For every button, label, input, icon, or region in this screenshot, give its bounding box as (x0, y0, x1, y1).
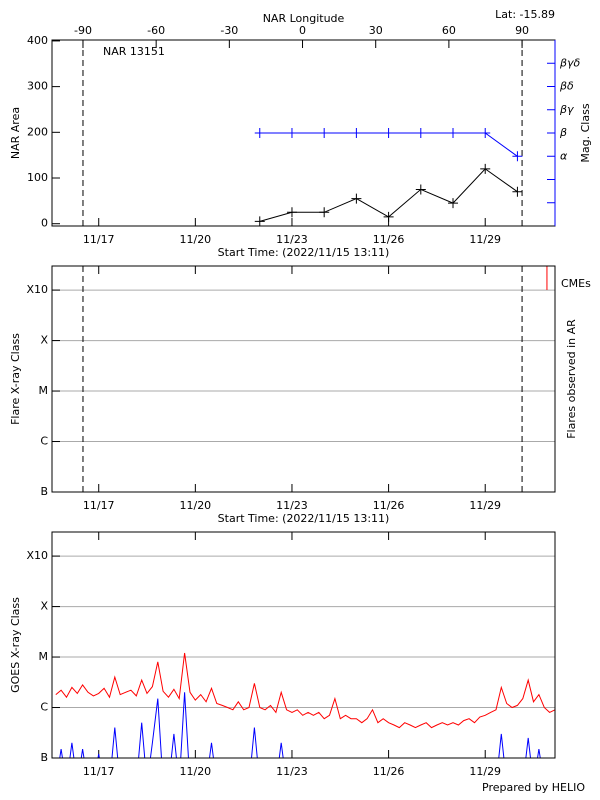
point-marker (512, 151, 523, 162)
series-line (55, 652, 555, 729)
x-label: Start Time: (2022/11/15 13:11) (218, 246, 390, 259)
x-tick-label: 11/20 (179, 499, 211, 512)
y2-tick-label: βδ (559, 80, 574, 93)
y-tick-label: C (40, 435, 48, 448)
point-marker (351, 128, 362, 138)
x2-tick-label: 90 (515, 24, 529, 37)
x2-tick-label: 30 (369, 24, 383, 37)
y-tick-label: 400 (27, 34, 48, 47)
x-tick-label: 11/29 (469, 499, 501, 512)
y-tick-label: B (40, 751, 48, 764)
series-line (59, 692, 541, 758)
y-tick-label: M (39, 650, 49, 663)
x-tick-label: 11/17 (83, 499, 115, 512)
y2-tick-label: β (559, 126, 567, 139)
x-tick-label: 11/26 (373, 765, 405, 778)
point-marker (254, 216, 265, 227)
x-label: Start Time: (2022/11/15 13:11) (218, 512, 390, 525)
x-tick-label: 11/20 (179, 233, 211, 246)
footer: Prepared by HELIO (482, 781, 585, 794)
point-marker (351, 193, 362, 204)
y-label: GOES X-ray Class (9, 597, 22, 693)
x2-tick-label: -60 (147, 24, 165, 37)
y-tick-label: 100 (27, 171, 48, 184)
x-tick-label: 11/23 (276, 765, 308, 778)
x2-tick-label: -90 (74, 24, 92, 37)
y2-tick-label: βγ (559, 103, 574, 116)
y-tick-label: 300 (27, 80, 48, 93)
point-marker (448, 128, 459, 138)
point-marker (286, 207, 297, 218)
x-tick-label: 11/23 (276, 499, 308, 512)
point-marker (383, 128, 394, 138)
x-tick-label: 11/29 (469, 765, 501, 778)
y-label: NAR Area (9, 107, 22, 159)
y-label: Flare X-ray Class (9, 333, 22, 425)
point-marker (480, 163, 491, 174)
point-marker (415, 128, 426, 138)
x2-tick-label: -30 (220, 24, 238, 37)
y-tick-label: 200 (27, 125, 48, 138)
x-tick-label: 11/29 (469, 233, 501, 246)
y2-tick-label: α (560, 149, 568, 162)
x-tick-label: 11/26 (373, 233, 405, 246)
point-marker (286, 128, 297, 138)
y-tick-label: B (40, 485, 48, 498)
y2-tick-label: βγδ (559, 56, 581, 69)
annotation: Lat: -15.89 (495, 8, 555, 21)
y-tick-label: X10 (26, 549, 48, 562)
y-tick-label: X (40, 600, 48, 613)
x2-label: NAR Longitude (263, 12, 345, 25)
point-marker (480, 128, 491, 138)
plot-frame (51, 265, 556, 493)
x-tick-label: 11/17 (83, 765, 115, 778)
point-marker (383, 211, 394, 222)
panel-title: NAR 13151 (103, 45, 165, 58)
y2-label: Mag. Class (579, 103, 592, 162)
y-tick-label: M (39, 384, 49, 397)
plot-frame (51, 531, 556, 759)
legend-label: CMEs (561, 277, 591, 290)
y-tick-label: C (40, 701, 48, 714)
point-marker (415, 184, 426, 195)
x-tick-label: 11/26 (373, 499, 405, 512)
y2-label: Flares observed in AR (565, 319, 578, 439)
point-marker (319, 128, 330, 138)
x-tick-label: 11/17 (83, 233, 115, 246)
point-marker (512, 186, 523, 197)
point-marker (448, 198, 459, 209)
point-marker (319, 207, 330, 218)
y-tick-label: 0 (41, 217, 48, 230)
x2-tick-label: 60 (442, 24, 456, 37)
y-tick-label: X10 (26, 283, 48, 296)
x2-tick-label: 0 (299, 24, 306, 37)
x-tick-label: 11/20 (179, 765, 211, 778)
x-tick-label: 11/23 (276, 233, 308, 246)
point-marker (254, 128, 265, 138)
y-tick-label: X (40, 334, 48, 347)
